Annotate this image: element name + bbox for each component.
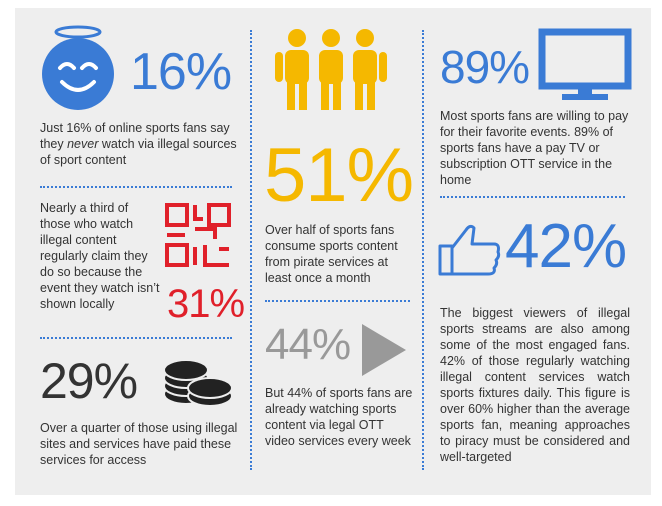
stat: 42% [505,212,627,281]
description: But 44% of sports fans are already watch… [265,386,413,448]
angel-icon [42,25,114,110]
description: Just 16% of online sports fans say they … [40,120,240,168]
description: The biggest viewers of illegal sports st… [440,306,630,464]
divider [422,30,424,470]
divider [40,337,232,339]
description: Nearly a third of those who watch illega… [40,201,160,311]
stat: 51% [264,133,414,218]
description: Most sports fans are willing to pay for … [440,109,629,187]
divider [440,196,625,198]
divider [250,30,252,470]
tv-icon [538,28,632,100]
stat: 89% [440,41,530,93]
play-icon [362,324,406,376]
stat: 31% [167,282,245,326]
text: watch via illegal sources of sport conte… [40,137,237,167]
description: Over half of sports fans consume sports … [265,223,398,285]
stat: 29% [40,353,138,409]
stat: 44% [265,320,351,369]
qr-icon [165,203,231,267]
description: Over a quarter of those using illegal si… [40,421,238,467]
emphasis: never [67,137,99,151]
stat: 16% [130,43,232,101]
text: Just 16% of online sports fans say they [40,121,230,151]
divider [40,186,232,188]
coins-icon [163,359,233,407]
people-icon [275,29,387,110]
divider [265,300,410,302]
thumbs-up-icon [438,224,501,276]
